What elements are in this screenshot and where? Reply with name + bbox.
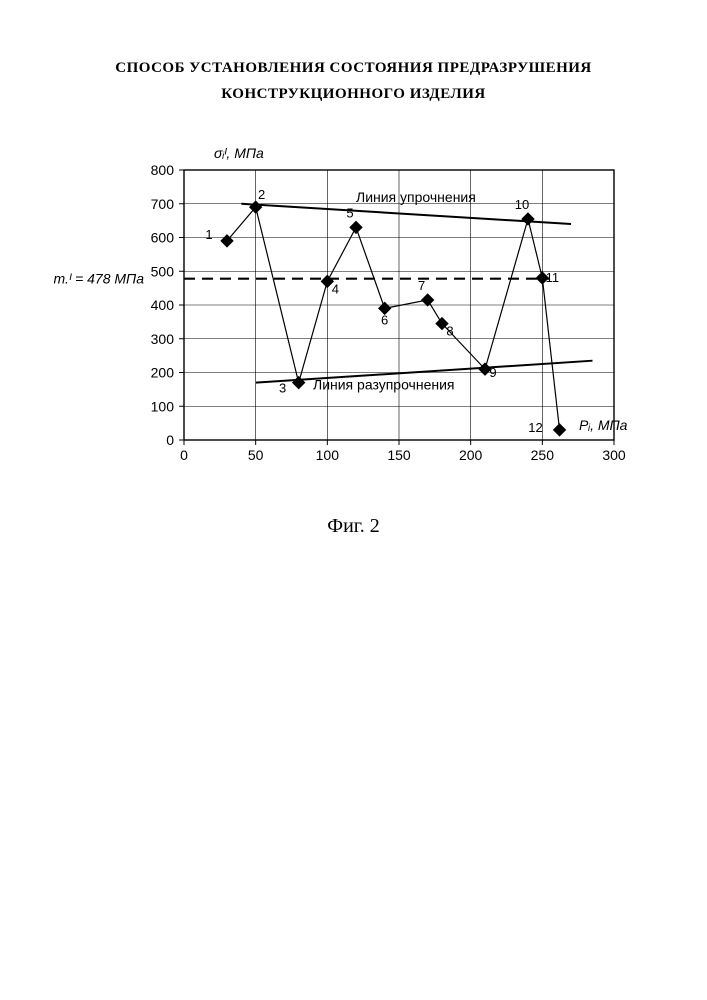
y-tick-label: 100: [150, 398, 174, 414]
point-label: 12: [528, 420, 542, 435]
x-tick-label: 250: [530, 447, 554, 463]
y-tick-label: 800: [150, 162, 174, 178]
x-tick-label: 100: [315, 447, 339, 463]
figure-caption: Фиг. 2: [0, 515, 707, 538]
upper-trend-label: Линия упрочнения: [356, 189, 476, 205]
lower-trend-label: Линия разупрочнения: [313, 376, 455, 392]
y-tick-label: 200: [150, 365, 174, 381]
point-label: 5: [346, 205, 353, 220]
point-label: 10: [514, 197, 528, 212]
point-label: 3: [279, 381, 286, 396]
x-axis-label: Pᵢ, МПа: [579, 417, 628, 433]
x-tick-label: 200: [458, 447, 482, 463]
point-label: 2: [258, 187, 265, 202]
y-tick-label: 0: [166, 432, 174, 448]
point-label: 7: [418, 278, 425, 293]
point-label: 6: [381, 312, 388, 327]
x-tick-label: 0: [180, 447, 188, 463]
point-label: 8: [446, 324, 453, 339]
chart-container: 0 50 100 150 200 250 300 0 100 200 300 400 500 600 700…: [54, 135, 654, 505]
point-label: 11: [545, 270, 559, 285]
y-axis-label: σᵢᴵ, МПа: [214, 145, 264, 161]
page-title-line2: КОНСТРУКЦИОННОГО ИЗДЕЛИЯ: [0, 82, 707, 108]
y-tick-label: 300: [150, 331, 174, 347]
chart-svg: 0 50 100 150 200 250 300 0 100 200 300 400 500 600 700…: [54, 135, 654, 505]
y-tick-label: 600: [150, 230, 174, 246]
point-label: 9: [489, 365, 496, 380]
y-tick-label: 700: [150, 196, 174, 212]
x-tick-label: 300: [602, 447, 626, 463]
x-tick-label: 50: [247, 447, 263, 463]
page-title-line1: СПОСОБ УСТАНОВЛЕНИЯ СОСТОЯНИЯ ПРЕДРАЗРУШ…: [0, 56, 707, 82]
point-label: 4: [331, 281, 338, 296]
point-label: 1: [205, 227, 212, 242]
y-tick-label: 400: [150, 297, 174, 313]
x-tick-label: 150: [387, 447, 411, 463]
y-tick-label: 500: [150, 263, 174, 279]
threshold-label: σп.т.ᴵ = 478 МПа: [54, 271, 144, 287]
